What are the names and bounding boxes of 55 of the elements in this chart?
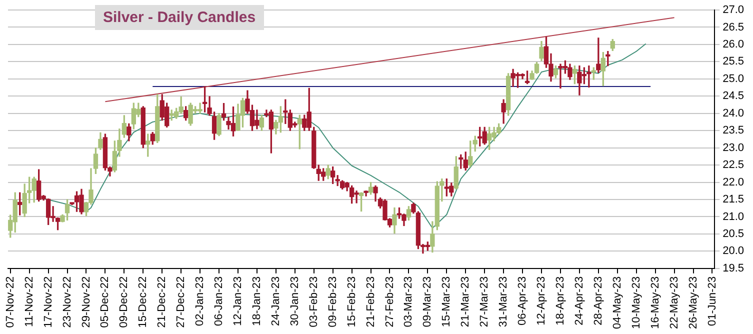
- x-tick-label: 30-Jan-23: [288, 276, 301, 326]
- x-tick-label: 03-Mar-23: [402, 276, 415, 328]
- x-tick-label: 06-Jan-23: [213, 276, 226, 326]
- x-tick-label: 15-Feb-23: [346, 276, 358, 328]
- x-tick-label: 02-Jan-23: [194, 276, 206, 326]
- chart-title: Silver - Daily Candles: [95, 5, 264, 30]
- x-tick-label: 17-Nov-22: [42, 276, 54, 328]
- x-tick-label: 18-Jan-23: [251, 276, 263, 326]
- y-tick-label: 23.5: [722, 124, 744, 137]
- x-tick-label: 12-Jan-23: [232, 276, 244, 326]
- x-tick-label: 07-Nov-22: [4, 276, 16, 328]
- y-tick-label: 25.5: [722, 56, 744, 68]
- x-tick-label: 10-May-23: [630, 276, 642, 329]
- x-tick-label: 05-Dec-22: [99, 276, 112, 328]
- y-tick-label: 26.5: [722, 21, 744, 34]
- y-tick-label: 22.0: [722, 176, 744, 188]
- x-tick-label: 24-Jan-23: [270, 276, 282, 326]
- x-tick-label: 11-Nov-22: [23, 276, 36, 327]
- x-tick-label: 09-Dec-22: [118, 276, 130, 328]
- x-tick-label: 22-May-23: [668, 276, 680, 329]
- x-tick-label: 06-Apr-23: [516, 276, 529, 326]
- x-tick-label: 23-Nov-22: [61, 276, 74, 328]
- x-tick-label: 26-May-23: [687, 276, 700, 329]
- x-tick-label: 21-Dec-22: [156, 276, 168, 328]
- y-tick-label: 19.5: [722, 262, 744, 274]
- y-tick-label: 24.5: [722, 90, 744, 102]
- y-tick-label: 20.5: [722, 228, 744, 240]
- x-tick-label: 29-Nov-22: [80, 276, 92, 328]
- x-tick-label: 21-Mar-23: [460, 276, 472, 328]
- x-tick-label: 31-Mar-23: [498, 276, 510, 328]
- y-tick-label: 22.5: [722, 159, 744, 172]
- y-tick-label: 20.0: [722, 245, 744, 258]
- y-tick-label: 23.0: [722, 142, 744, 154]
- x-tick-label: 27-Mar-23: [478, 276, 491, 328]
- x-tick-label: 16-May-23: [649, 276, 662, 329]
- x-tick-label: 24-Apr-23: [573, 276, 586, 326]
- x-tick-label: 28-Apr-23: [592, 276, 604, 326]
- x-tick-label: 04-May-23: [611, 276, 624, 329]
- x-tick-label: 27-Feb-23: [384, 276, 396, 328]
- x-tick-label: 21-Feb-23: [364, 276, 377, 328]
- x-tick-label: 27-Dec-22: [175, 276, 188, 328]
- x-tick-label: 09-Mar-23: [422, 276, 434, 328]
- y-tick-label: 26.0: [722, 38, 744, 50]
- x-tick-label: 15-Mar-23: [440, 276, 453, 328]
- y-tick-label: 27.0: [722, 4, 744, 16]
- y-tick-label: 21.5: [722, 194, 744, 206]
- y-tick-label: 21.0: [722, 210, 744, 223]
- x-tick-label: 01-Jun-23: [706, 276, 718, 326]
- x-tick-label: 03-Feb-23: [308, 276, 320, 328]
- x-tick-label: 12-Apr-23: [536, 276, 548, 326]
- y-tick-label: 25.0: [722, 72, 744, 85]
- x-tick-label: 18-Apr-23: [554, 276, 566, 326]
- x-tick-label: 15-Dec-22: [137, 276, 150, 328]
- x-tick-label: 09-Feb-23: [326, 276, 339, 328]
- y-tick-label: 24.0: [722, 107, 744, 120]
